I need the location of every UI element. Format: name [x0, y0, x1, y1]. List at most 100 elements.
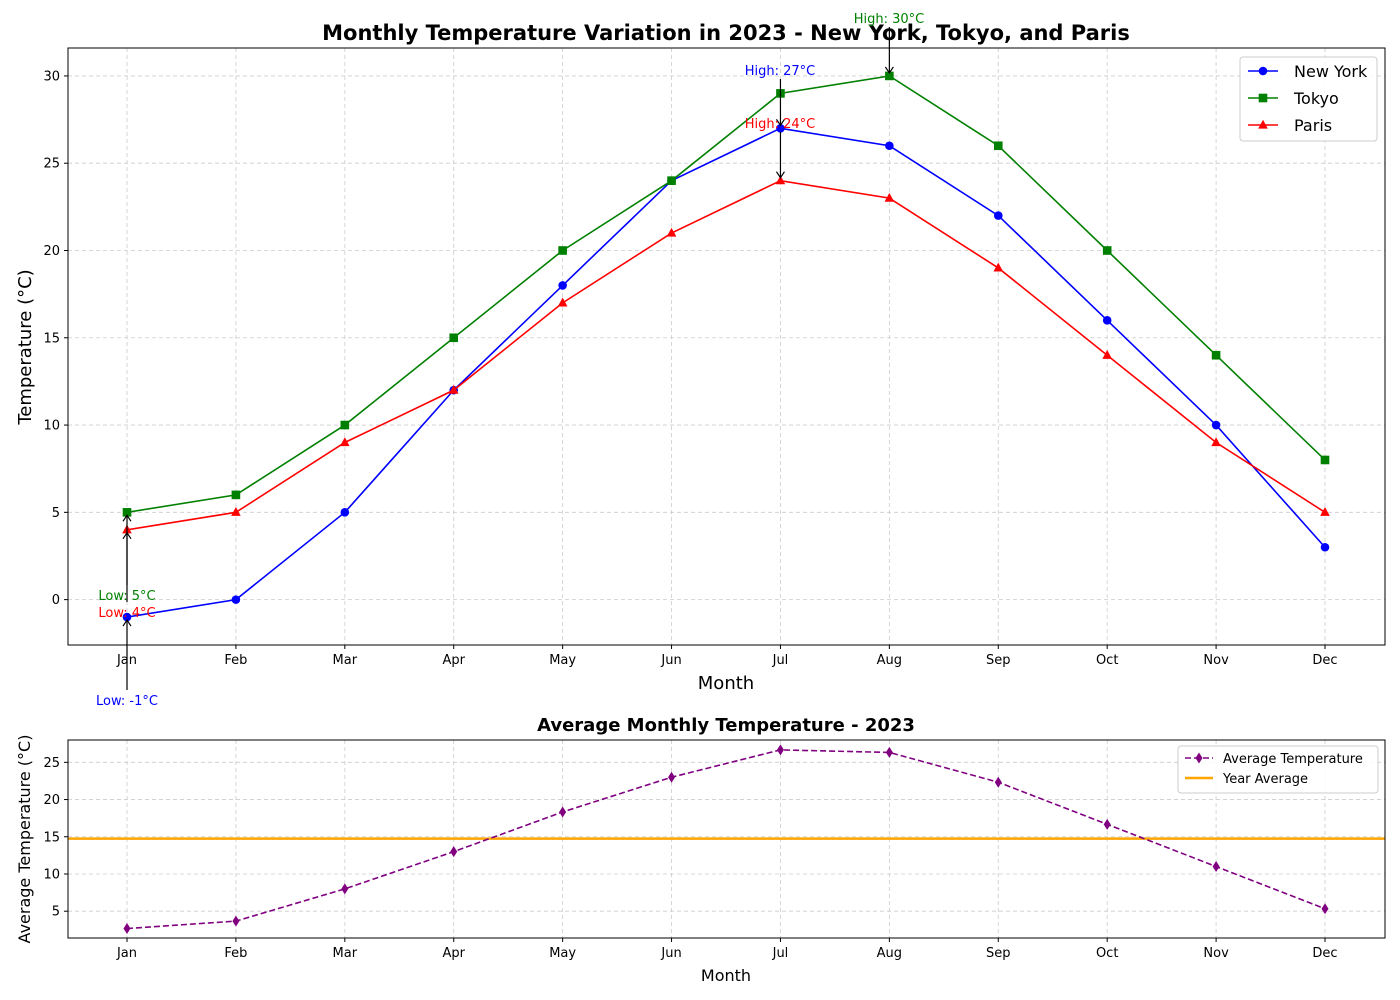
data-point [449, 333, 459, 343]
data-point [1102, 349, 1112, 359]
data-point [993, 262, 1004, 272]
annotation-high-paris: High: 24°C [745, 117, 816, 179]
data-point [667, 176, 676, 185]
data-point [231, 490, 241, 500]
legend-label: Average Temperature [1223, 752, 1363, 767]
data-point [993, 141, 1003, 151]
legend-frame [1177, 745, 1379, 794]
series-line-tokyo [126, 75, 1326, 514]
x-tick-label: Sep [986, 653, 1011, 668]
data-point [122, 508, 132, 517]
temperature-chart: Monthly Temperature Variation in 2023 - … [15, 12, 1386, 709]
legend-entry-paris: Paris [1248, 116, 1332, 135]
y-tick-label: 10 [43, 419, 60, 434]
annotation-label: High: 27°C [745, 64, 816, 79]
annotation-low-paris: Low: 4°C [98, 531, 156, 621]
data-point [994, 776, 1002, 788]
data-point [341, 883, 349, 895]
x-axis-label: Month [701, 966, 751, 985]
x-tick-label: Dec [1312, 946, 1337, 961]
data-point [1212, 861, 1220, 873]
data-point [450, 846, 458, 858]
data-point [884, 192, 895, 202]
data-point [776, 744, 784, 756]
legend-label: New York [1294, 62, 1368, 81]
data-point [558, 246, 567, 255]
annotations: High: 27°C High: 30°C High: 24°C Low: -1°C L… [96, 12, 924, 709]
x-tick-label: Jul [772, 946, 789, 961]
annotation-label: High: 24°C [745, 117, 816, 132]
y-axis-ticks: 0 5 10 15 20 25 30 [43, 69, 68, 608]
annotation-arrowhead [122, 531, 132, 540]
annotation-label: High: 30°C [854, 12, 925, 27]
y-tick-label: 5 [52, 905, 60, 920]
x-tick-label: Nov [1203, 653, 1229, 668]
x-tick-label: Feb [224, 946, 247, 961]
chart-title: Monthly Temperature Variation in 2023 - … [322, 21, 1130, 45]
x-axis-ticks: Jan Feb Mar Apr May Jun Jul Aug Sep Oct Nov Dec [116, 645, 1338, 668]
y-axis-ticks: 5 10 15 20 25 [43, 756, 68, 920]
y-tick-label: 25 [43, 756, 60, 771]
x-tick-label: Oct [1096, 946, 1118, 961]
annotation-low-new-york: Low: -1°C [96, 618, 158, 709]
data-point [123, 923, 131, 935]
data-point [993, 211, 1003, 220]
legend-entry-tokyo: Tokyo [1248, 89, 1339, 108]
x-tick-label: Jun [660, 946, 681, 961]
x-tick-label: Feb [224, 653, 247, 668]
x-tick-label: Mar [333, 946, 358, 961]
data-point [885, 71, 894, 81]
legend: New York Tokyo Paris [1239, 56, 1378, 142]
x-axis-label: Month [698, 673, 754, 694]
legend-label: Paris [1294, 116, 1332, 135]
data-point [559, 806, 567, 818]
plot-frame [67, 739, 1386, 939]
data-point [340, 420, 350, 430]
annotation-arrowhead [775, 118, 785, 127]
series-layer [123, 744, 1329, 935]
legend-swatch-marker [1258, 66, 1268, 76]
data-point [1102, 316, 1112, 325]
series-paris [122, 175, 1330, 534]
annotation-arrowhead [122, 618, 132, 627]
x-tick-label: May [549, 653, 576, 668]
annotation-arrowhead [775, 171, 785, 179]
data-point [340, 437, 350, 447]
legend-entry-new-york: New York [1248, 62, 1368, 81]
data-point [558, 281, 567, 290]
series-line-new-york [126, 127, 1326, 618]
legend-label: Tokyo [1293, 89, 1339, 108]
y-tick-label: 15 [43, 331, 60, 346]
y-tick-label: 15 [43, 830, 60, 845]
data-point [1211, 350, 1221, 360]
chart-title: Average Monthly Temperature - 2023 [537, 715, 915, 736]
x-tick-label: May [549, 946, 576, 961]
data-point [1320, 455, 1330, 465]
y-tick-label: 0 [52, 593, 60, 608]
legend: Average Temperature Year Average [1177, 745, 1379, 794]
x-axis-ticks: Jan Feb Mar Apr May Jun Jul Aug Sep Oct Nov Dec [116, 938, 1338, 961]
annotation-label: Low: -1°C [96, 694, 158, 709]
legend-entry-year-average: Year Average [1185, 772, 1308, 787]
data-point [448, 384, 459, 394]
data-point [668, 771, 676, 783]
y-tick-label: 5 [52, 506, 60, 521]
annotation-high-tokyo: High: 30°C [854, 12, 925, 75]
data-point [1320, 542, 1330, 552]
series-layer [122, 71, 1330, 622]
data-point [775, 175, 786, 185]
y-tick-label: 25 [43, 157, 60, 172]
x-tick-label: Aug [877, 653, 902, 668]
data-point [1211, 437, 1221, 447]
data-point [666, 227, 677, 237]
legend-label: Year Average [1222, 772, 1308, 787]
data-point [1102, 246, 1112, 255]
x-tick-label: Jan [116, 946, 137, 961]
legend-entry-average-temperature: Average Temperature [1185, 752, 1363, 767]
series-tokyo [122, 71, 1330, 517]
y-tick-label: 20 [43, 244, 60, 259]
series-average-temperature [123, 744, 1329, 935]
x-tick-label: Apr [442, 653, 465, 668]
